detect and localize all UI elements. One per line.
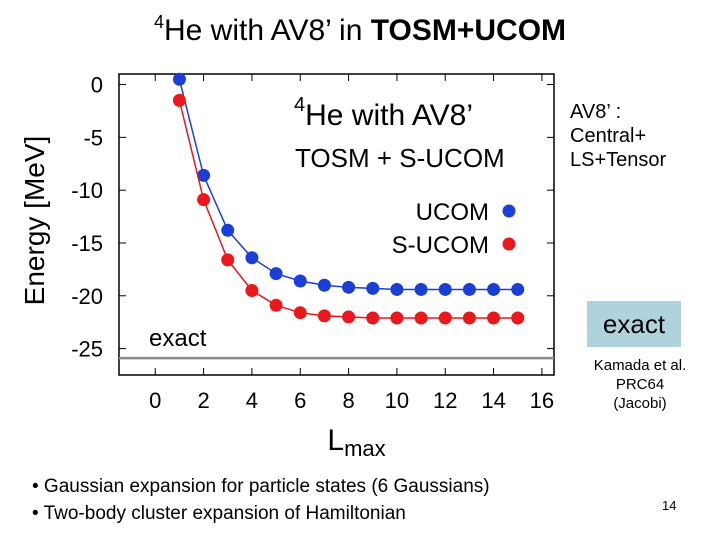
legend-marker <box>502 204 516 218</box>
inner-title-superscript: 4 <box>294 94 305 116</box>
data-point <box>245 251 259 265</box>
data-point <box>293 306 307 320</box>
legend-marker <box>502 237 516 251</box>
data-point <box>269 267 283 281</box>
x-tick-label: 4 <box>246 388 258 413</box>
data-point <box>342 280 356 294</box>
y-tick-label: -25 <box>71 337 103 362</box>
data-point <box>293 274 307 288</box>
x-axis-label-sub: max <box>344 436 386 461</box>
av8-note: AV8’ : Central+ LS+Tensor <box>570 100 666 172</box>
inner-titles: 4He with AV8’ TOSM + S-UCOM <box>294 94 505 173</box>
x-tick-label: 16 <box>530 388 554 413</box>
series-group <box>172 72 525 325</box>
data-point <box>197 193 211 207</box>
series-s-ucom <box>172 93 525 325</box>
exact-line-group: exact <box>119 325 554 360</box>
data-point <box>487 282 501 296</box>
data-point <box>511 282 525 296</box>
ref-line-2: PRC64 <box>615 376 665 393</box>
legend-label: UCOM <box>416 199 489 226</box>
legend: UCOM S-UCOM <box>392 199 516 259</box>
data-point <box>414 311 428 325</box>
y-axis-label: Energy [MeV] <box>19 136 50 306</box>
x-axis-label-group: Lmax <box>327 424 385 461</box>
x-tick-label: 8 <box>342 388 354 413</box>
data-point <box>487 311 501 325</box>
ref-line-3: (Jacobi) <box>613 395 667 412</box>
data-point <box>317 309 331 323</box>
bullet-item: • Two-body cluster expansion of Hamilton… <box>32 503 406 524</box>
title-main-text: He with AV8’ in <box>163 14 371 47</box>
data-point <box>269 298 283 312</box>
plot-border <box>118 73 555 376</box>
x-tick-label: 10 <box>385 388 409 413</box>
data-point <box>197 168 211 182</box>
note-line-2: Central+ <box>570 125 647 147</box>
note-line-3: LS+Tensor <box>570 149 667 171</box>
x-tick-label: 0 <box>149 388 161 413</box>
data-point <box>366 311 380 325</box>
bullet-list: • Gaussian expansion for particle states… <box>32 473 490 527</box>
title-superscript: 4 <box>153 12 164 32</box>
data-point <box>317 278 331 292</box>
note-line-1: AV8’ : <box>570 101 622 123</box>
data-point <box>511 311 525 325</box>
x-axis-label-main: L <box>327 424 344 457</box>
plot-frame <box>118 73 555 376</box>
exact-box: exact <box>587 301 681 347</box>
data-point <box>438 282 452 296</box>
x-axis-label: Lmax <box>327 424 385 461</box>
y-tick-label: -10 <box>71 178 103 203</box>
data-point <box>221 253 235 267</box>
axis-ticks: 0 2 4 6 8 10 12 14 16 0 -5 -10 -15 -20 -25 <box>71 73 554 413</box>
ref-line-1: Kamada et al. <box>593 357 687 374</box>
y-tick-label: 0 <box>91 73 103 98</box>
series-ucom <box>172 72 525 296</box>
data-point <box>172 72 186 86</box>
data-point <box>414 282 428 296</box>
title-bold-text: TOSM+UCOM <box>370 14 567 47</box>
x-tick-label: 14 <box>481 388 505 413</box>
x-tick-label: 6 <box>294 388 306 413</box>
reference-note: Kamada et al. PRC64 (Jacobi) <box>584 356 696 413</box>
data-point <box>462 282 476 296</box>
exact-label: exact <box>149 325 207 352</box>
data-point <box>438 311 452 325</box>
inner-title-main: He with AV8’ <box>305 99 473 132</box>
y-tick-label: -5 <box>83 125 103 150</box>
data-point <box>366 281 380 295</box>
data-point <box>390 311 404 325</box>
data-point <box>221 223 235 237</box>
page-number: 14 <box>662 498 677 513</box>
y-tick-label: -20 <box>71 284 103 309</box>
x-tick-label: 2 <box>197 388 209 413</box>
y-tick-label: -15 <box>71 231 103 256</box>
slide-title: 4He with AV8’ in TOSM+UCOM <box>0 12 720 48</box>
data-point <box>342 310 356 324</box>
data-point <box>245 284 259 298</box>
x-tick-label: 12 <box>433 388 457 413</box>
inner-title: 4He with AV8’ <box>294 94 473 132</box>
data-point <box>390 282 404 296</box>
legend-label: S-UCOM <box>392 232 489 259</box>
data-point <box>172 93 186 107</box>
y-axis-label-group: Energy [MeV] <box>19 136 50 306</box>
data-point <box>462 311 476 325</box>
inner-subtitle: TOSM + S-UCOM <box>295 143 505 173</box>
bullet-item: • Gaussian expansion for particle states… <box>32 476 490 497</box>
